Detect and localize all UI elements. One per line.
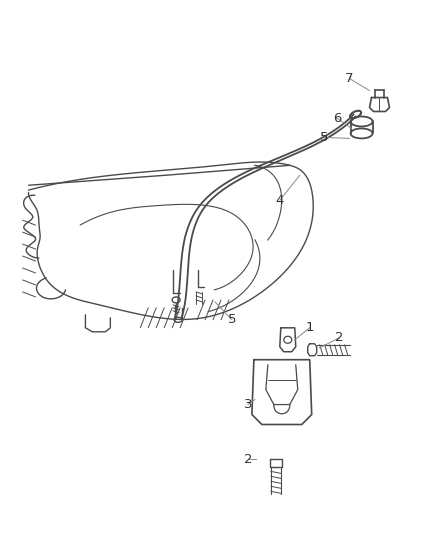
Text: 3: 3 (244, 398, 252, 411)
Text: 5: 5 (228, 313, 236, 326)
Text: 2: 2 (336, 332, 344, 344)
Text: 6: 6 (333, 112, 342, 125)
Text: 4: 4 (276, 193, 284, 207)
Text: 5: 5 (321, 131, 329, 144)
Text: 7: 7 (345, 72, 354, 85)
Text: 2: 2 (244, 453, 252, 466)
Text: 1: 1 (305, 321, 314, 334)
